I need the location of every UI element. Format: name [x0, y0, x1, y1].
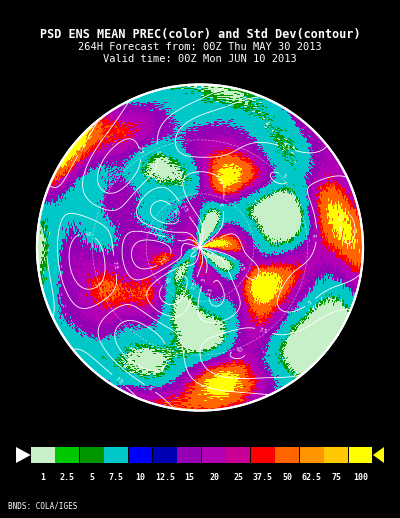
Text: 7.5: 7.5	[180, 204, 189, 214]
Text: 2.5: 2.5	[160, 256, 170, 265]
Text: 5: 5	[155, 149, 160, 153]
Text: BNDS: COLA/IGES: BNDS: COLA/IGES	[8, 501, 77, 510]
Text: 50: 50	[282, 473, 292, 482]
Text: 5: 5	[43, 247, 48, 251]
Text: 10: 10	[236, 348, 243, 353]
Text: 20: 20	[209, 473, 219, 482]
Polygon shape	[373, 447, 384, 463]
Text: 5: 5	[308, 299, 313, 306]
Polygon shape	[16, 447, 31, 463]
Text: 7.5: 7.5	[282, 144, 291, 151]
Text: 7.5: 7.5	[109, 473, 124, 482]
Bar	[251, 447, 275, 463]
Text: 264H Forecast from: 00Z Thu MAY 30 2013: 264H Forecast from: 00Z Thu MAY 30 2013	[78, 42, 322, 52]
Text: 7.5: 7.5	[237, 263, 246, 272]
Text: 7.5: 7.5	[207, 238, 217, 246]
Text: 7.5: 7.5	[258, 327, 268, 335]
Bar	[226, 447, 250, 463]
Bar	[80, 447, 104, 463]
Text: Valid time: 00Z Mon JUN 10 2013: Valid time: 00Z Mon JUN 10 2013	[103, 54, 297, 64]
Text: 5: 5	[281, 174, 287, 179]
Text: 1: 1	[40, 473, 46, 482]
Text: 2.5: 2.5	[60, 473, 75, 482]
Bar	[324, 447, 348, 463]
Text: 5: 5	[147, 385, 153, 391]
Text: PSD ENS MEAN PREC(color) and Std Dev(contour): PSD ENS MEAN PREC(color) and Std Dev(con…	[40, 28, 360, 41]
Bar	[128, 447, 152, 463]
Text: 10: 10	[164, 277, 173, 284]
Text: 2.5: 2.5	[338, 212, 346, 222]
Text: 10: 10	[172, 208, 180, 216]
Bar	[55, 447, 79, 463]
Text: 7.5: 7.5	[191, 281, 198, 291]
Text: 37.5: 37.5	[253, 473, 273, 482]
Text: 5: 5	[169, 236, 174, 241]
Text: 10: 10	[136, 473, 146, 482]
Text: 5: 5	[196, 247, 202, 252]
Text: 5: 5	[221, 203, 226, 206]
Text: 5: 5	[314, 233, 319, 237]
Text: 10: 10	[84, 231, 92, 238]
Bar	[300, 447, 324, 463]
Bar	[348, 447, 372, 463]
Bar	[31, 447, 55, 463]
Text: 7.5: 7.5	[112, 260, 118, 269]
Bar	[177, 447, 201, 463]
Text: 25: 25	[234, 473, 244, 482]
Text: 2.5: 2.5	[136, 146, 143, 155]
Bar	[275, 447, 299, 463]
Text: 7.5: 7.5	[78, 142, 87, 152]
Text: 15: 15	[185, 473, 195, 482]
Text: 2.5: 2.5	[164, 348, 170, 357]
Text: 2.5: 2.5	[206, 286, 213, 296]
Text: 62.5: 62.5	[302, 473, 322, 482]
Text: 75: 75	[331, 473, 341, 482]
Bar	[104, 447, 128, 463]
Text: 5: 5	[89, 473, 94, 482]
Circle shape	[37, 84, 363, 411]
Text: 100: 100	[353, 473, 368, 482]
Text: 7.5: 7.5	[114, 376, 124, 385]
Text: 5: 5	[201, 277, 207, 282]
Bar	[153, 447, 177, 463]
Text: 12.5: 12.5	[155, 473, 175, 482]
Bar	[202, 447, 226, 463]
